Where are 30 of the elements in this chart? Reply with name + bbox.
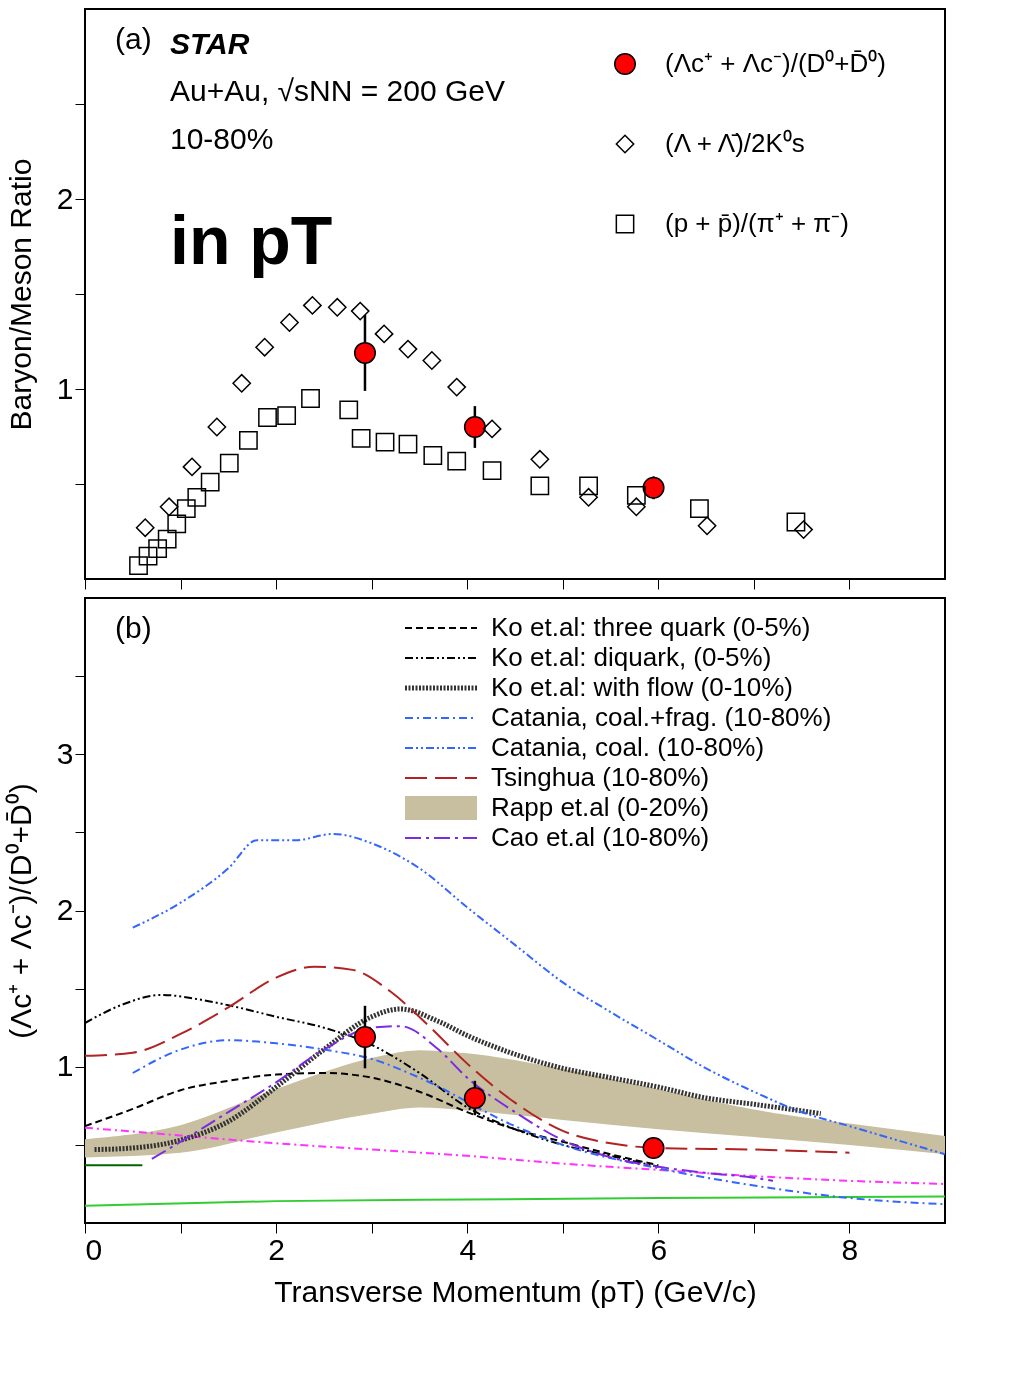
y-tick-label: 1 xyxy=(56,371,74,405)
annotation: in pT xyxy=(170,202,333,278)
y-axis-title: Baryon/Meson Ratio xyxy=(3,158,37,431)
annotation: Au+Au, √sNN = 200 GeV xyxy=(170,74,505,107)
annotation: (a) xyxy=(115,22,152,55)
annotation: (b) xyxy=(115,611,152,644)
legend-label: (Λc⁺ + Λc⁻)/(D⁰+D̄⁰) xyxy=(665,48,886,78)
y-tick-label: 3 xyxy=(56,736,74,770)
legend-label: Cao et.al (10-80%) xyxy=(491,822,710,852)
legend-label: Ko et.al: three quark (0-5%) xyxy=(491,612,811,642)
x-tick-label: 0 xyxy=(85,1232,103,1266)
legend-label: Catania, coal. (10-80%) xyxy=(491,732,765,762)
legend-label: Catania, coal.+frag. (10-80%) xyxy=(491,702,832,732)
legend-label: Ko et.al: with flow (0-10%) xyxy=(491,672,794,702)
legend-label: Ko et.al: diquark, (0-5%) xyxy=(491,642,772,672)
annotation: STAR xyxy=(170,27,250,60)
y-axis-title: (Λc⁺ + Λc⁻)/(D⁰+D̄⁰) xyxy=(3,783,37,1039)
legend-label: Tsinghua (10-80%) xyxy=(491,762,710,792)
legend-label: Rapp et.al (0-20%) xyxy=(491,792,710,822)
x-axis-title: Transverse Momentum (pT) (GeV/c) xyxy=(274,1274,757,1308)
legend-label: (p + p̄)/(π⁺ + π⁻) xyxy=(665,208,849,238)
y-tick-label: 2 xyxy=(56,893,74,926)
x-tick-label: 6 xyxy=(650,1232,668,1266)
x-tick-label: 8 xyxy=(841,1232,859,1266)
annotation: 10-80% xyxy=(170,122,274,155)
y-tick-label: 1 xyxy=(56,1049,74,1083)
x-tick-label: 2 xyxy=(268,1232,285,1266)
x-tick-label: 4 xyxy=(459,1232,477,1266)
y-tick-label: 2 xyxy=(56,181,74,215)
legend-label: (Λ + Λ̄)/2K⁰s xyxy=(665,128,805,158)
